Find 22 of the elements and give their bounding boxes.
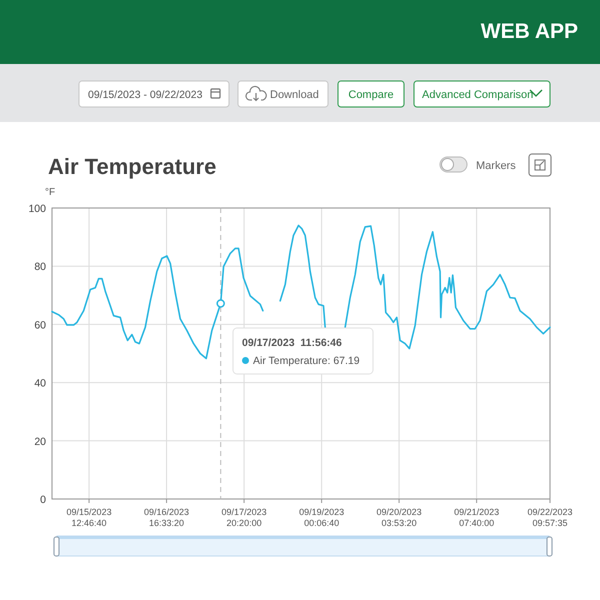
y-tick-label: 60 (34, 319, 46, 332)
chart-title: Air Temperature (48, 154, 216, 179)
y-tick-label: 20 (34, 436, 46, 448)
y-tick-label: 0 (40, 494, 46, 506)
x-tick-label: 09/19/2023 00:06:40 (299, 507, 344, 528)
x-tick-label: 09/21/2023 07:40:00 (454, 507, 500, 528)
text: Download (270, 89, 319, 101)
text: WEB APP (480, 20, 578, 43)
text: Advanced Comparison (422, 89, 534, 101)
y-tick-label: 40 (34, 378, 46, 390)
x-tick-label: 09/20/2023 03:53:20 (376, 507, 422, 528)
y-tick-label: 100 (28, 203, 46, 215)
x-tick-label: 09/17/2023 20:20:00 (222, 507, 267, 528)
text: Compare (348, 89, 394, 101)
y-tick-label: 80 (34, 261, 46, 274)
x-tick-label: 09/16/2023 16:33:20 (144, 507, 190, 528)
text: Markers (476, 160, 516, 172)
text: 09/15/2023 - 09/22/2023 (88, 89, 203, 101)
annotation: 09/17/2023 11:56:46 Air Temperature: 67.19 (242, 337, 360, 367)
y-axis-title: °F (45, 187, 56, 198)
x-tick-label: 09/15/2023 12:46:40 (66, 507, 112, 528)
x-tick-label: 09/22/2023 09:57:35 (527, 507, 573, 528)
